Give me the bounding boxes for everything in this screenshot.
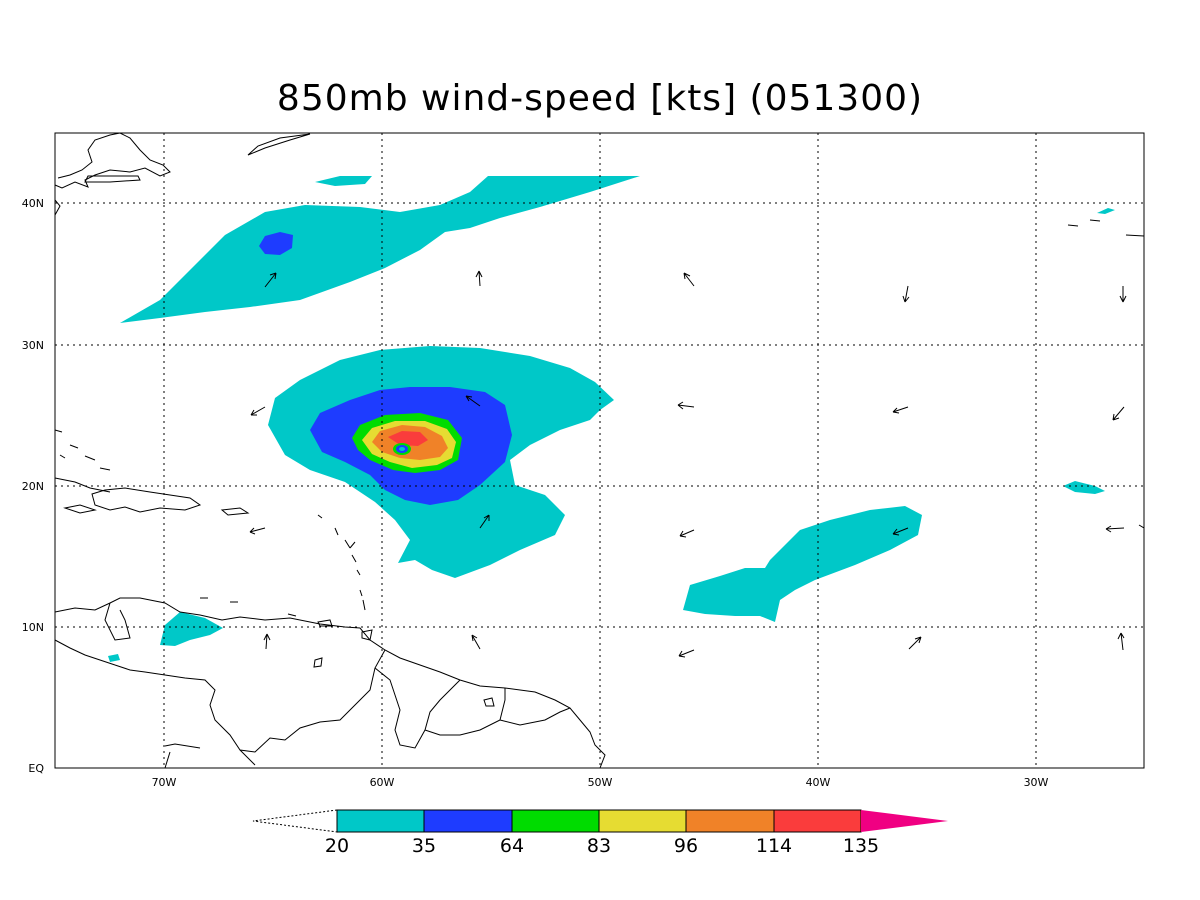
- colorbar-swatch-83: [598, 809, 687, 833]
- lon-axis: 70W 60W 50W 40W 30W: [152, 776, 1049, 789]
- wind-arrow: [479, 514, 490, 529]
- contour-20kt-eastern-band: [683, 506, 922, 622]
- wind-arrow: [892, 406, 909, 414]
- lon-label-30w: 30W: [1024, 776, 1049, 789]
- contour-20kt-far-east: [1063, 481, 1105, 494]
- coastline-great-lakes: [84, 175, 141, 183]
- wind-arrow: [465, 395, 481, 407]
- colorbar-label-96: 96: [674, 835, 698, 857]
- coastline-margarita: [317, 619, 333, 627]
- colorbar-label-135: 135: [843, 835, 879, 857]
- coastline-nova-scotia: [247, 133, 311, 156]
- colorbar-label-114: 114: [756, 835, 792, 857]
- lat-axis: EQ 10N 20N 30N 40N: [22, 197, 45, 775]
- wind-arrow: [1117, 632, 1125, 651]
- coastline-bahamas: [54, 429, 111, 471]
- coastline-small-island: [483, 697, 495, 707]
- contour-20kt-far-north-east: [1097, 208, 1115, 214]
- lon-label-60w: 60W: [370, 776, 395, 789]
- wind-arrow: [1119, 286, 1127, 303]
- wind-arrow: [908, 636, 922, 650]
- wind-arrow: [683, 272, 695, 287]
- wind-arrow: [263, 633, 271, 650]
- colorbar-open-low-end: [252, 809, 338, 833]
- colorbar-swatch-35: [423, 809, 513, 833]
- wind-arrow: [250, 406, 266, 416]
- coastline-puerto-rico: [220, 507, 250, 516]
- border-brazil: [164, 743, 256, 769]
- colorbar-swatch-114: [773, 809, 862, 833]
- colorbar-label-64: 64: [500, 835, 524, 857]
- lat-label-30n: 30N: [22, 339, 44, 352]
- contour-20kt-northern-band: [120, 176, 640, 323]
- coastline-jamaica: [63, 504, 97, 514]
- map-title: 850mb wind-speed [kts] (051300): [276, 78, 924, 119]
- lon-label-40w: 40W: [806, 776, 831, 789]
- colorbar-swatch-20: [336, 809, 425, 833]
- border-guyana: [374, 667, 461, 749]
- wind-arrow: [892, 527, 909, 536]
- coastline-us-east: [54, 199, 61, 216]
- contour-20kt-eye: [399, 447, 405, 451]
- coastline-aruba: [200, 597, 297, 617]
- colorbar-label-83: 83: [587, 835, 611, 857]
- colorbar-label-35: 35: [412, 835, 436, 857]
- colorbar-swatch-64: [511, 809, 600, 833]
- border-french-guiana: [499, 707, 571, 726]
- wind-arrow: [1105, 525, 1125, 533]
- graticule: [55, 133, 1144, 768]
- wind-arrow: [471, 634, 481, 650]
- coastline-north-america: [54, 132, 171, 189]
- colorbar: 20 35 64 83 96 114 135: [252, 809, 948, 857]
- border-suriname: [424, 688, 506, 736]
- coastline-south-america: [54, 597, 606, 769]
- wind-arrow: [475, 270, 483, 287]
- coastline-cuba: [54, 477, 111, 493]
- contour-114kt-eyewall: [388, 431, 428, 446]
- contour-20kt-small-north: [315, 176, 372, 186]
- coastline-trinidad: [361, 629, 373, 641]
- contour-35kt-north-blob: [259, 232, 293, 255]
- colorbar-swatch-96: [685, 809, 775, 833]
- lat-label-10n: 10N: [22, 621, 44, 634]
- coastlines: [54, 132, 1145, 769]
- lon-label-70w: 70W: [152, 776, 177, 789]
- wind-arrow: [678, 649, 695, 658]
- lat-label-40n: 40N: [22, 197, 44, 210]
- contour-20kt-small-sw: [108, 654, 120, 662]
- contour-20kt-caribbean: [160, 612, 223, 646]
- lon-label-50w: 50W: [588, 776, 613, 789]
- wind-contours: [108, 176, 1115, 662]
- wind-arrow: [1112, 406, 1125, 421]
- coastline-curacao: [313, 657, 323, 668]
- lat-label-eq: EQ: [28, 762, 44, 775]
- colorbar-label-20: 20: [325, 835, 349, 857]
- coastline-lesser-antilles: [317, 514, 366, 611]
- colorbar-open-high-end: [861, 810, 948, 832]
- map-frame: [54, 132, 1145, 769]
- coastline-colombia: [54, 639, 116, 666]
- wind-arrow: [264, 272, 277, 288]
- lat-label-20n: 20N: [22, 480, 44, 493]
- wind-arrow: [679, 529, 695, 538]
- wind-arrow: [677, 401, 695, 410]
- wind-vectors: [249, 270, 1127, 658]
- wind-arrow: [902, 285, 910, 303]
- coastline-venezuela-lake: [104, 602, 131, 641]
- coastline-east-islands: [1067, 219, 1145, 529]
- coastline-hispaniola: [91, 487, 202, 513]
- wind-arrow: [249, 527, 266, 535]
- border-venezuela: [114, 649, 386, 753]
